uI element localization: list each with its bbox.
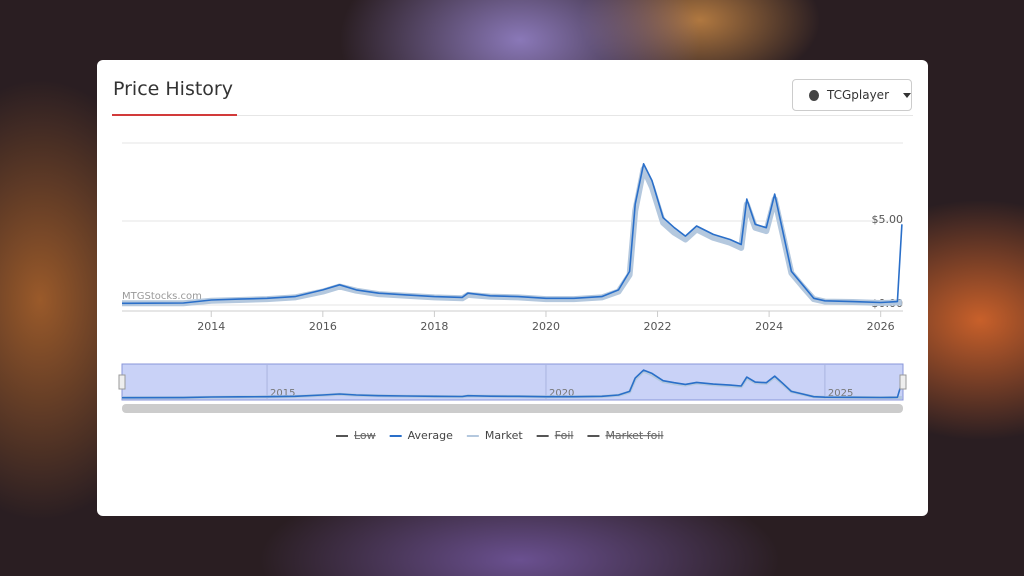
- legend-label: Low: [354, 429, 376, 442]
- legend-item[interactable]: Average: [389, 429, 453, 442]
- legend-item[interactable]: Market foil: [587, 429, 663, 442]
- x-tick-label: 2016: [309, 320, 337, 333]
- navigator-line: [121, 369, 903, 399]
- handle-right: [899, 374, 907, 390]
- legend-item[interactable]: Low: [336, 429, 376, 442]
- x-tick-label: 2024: [755, 320, 783, 333]
- navigator-window: [121, 363, 904, 401]
- source-dropdown[interactable]: TCGplayer: [792, 79, 912, 111]
- card-title: Price History: [113, 78, 233, 100]
- legend-label: Market foil: [605, 429, 663, 442]
- navigator-tick-label: 2020: [549, 388, 574, 399]
- legend-label: Foil: [555, 429, 574, 442]
- source-label: TCGplayer: [826, 88, 889, 102]
- x-tick-label: 2018: [420, 320, 448, 333]
- title-underline: [112, 114, 237, 116]
- price-line: [121, 163, 903, 305]
- watermark: MTGStocks.com: [122, 291, 202, 302]
- legend-item[interactable]: Market: [466, 429, 523, 442]
- legend-label: Average: [408, 429, 453, 442]
- legend-label: Market: [485, 429, 523, 442]
- legend-item[interactable]: Foil: [536, 429, 574, 442]
- navigator-tick-label: 2015: [270, 388, 295, 399]
- divider: [112, 115, 913, 116]
- x-tick-label: 2014: [197, 320, 225, 333]
- handle-left: [118, 374, 126, 390]
- y-tick-label: $5.00: [872, 213, 904, 226]
- x-tick-label: 2026: [867, 320, 895, 333]
- navigator-tick-label: 2025: [828, 388, 853, 399]
- x-tick-label: 2020: [532, 320, 560, 333]
- x-tick-label: 2022: [644, 320, 672, 333]
- scrollbar: [122, 404, 903, 413]
- price-card: Price History TCGplayer: [97, 60, 928, 516]
- price-line: [122, 165, 902, 307]
